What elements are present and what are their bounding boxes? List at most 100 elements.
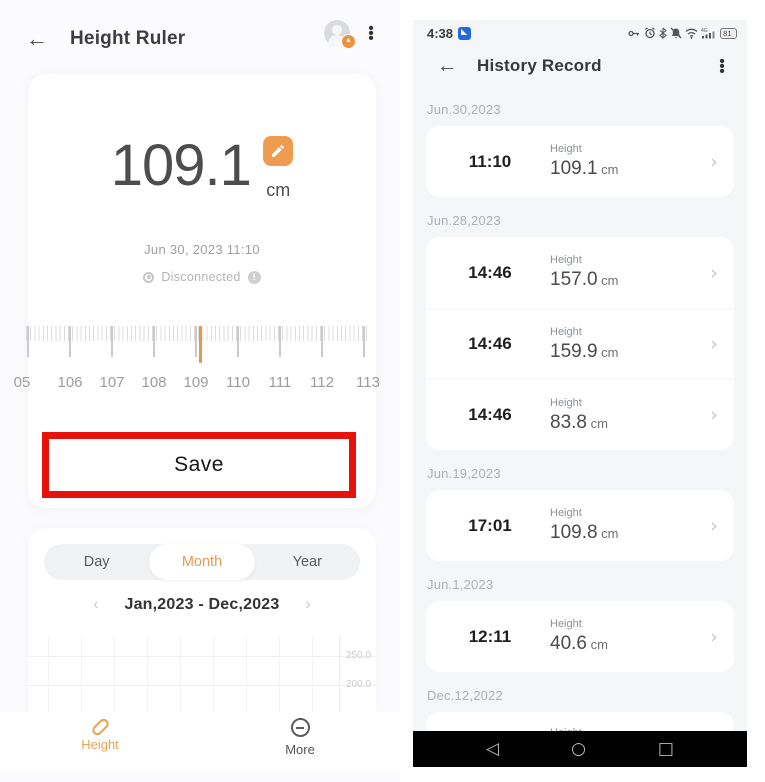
clock: 4:38 [427, 25, 454, 41]
history-record-screen: 4:38 4G 81 ← History Record ••• Jun.30,2… [413, 20, 747, 767]
edit-icon[interactable] [263, 136, 294, 166]
height-ruler-icon [89, 716, 111, 738]
chevron-right-icon: › [710, 625, 718, 648]
ruler-label: 108 [141, 374, 167, 391]
ruler-label: 109 [183, 374, 209, 391]
mute-icon [670, 27, 682, 39]
ruler-label: 111 [268, 374, 292, 391]
measurement-timestamp: Jun 30, 2023 11:10 [144, 242, 260, 257]
connection-dot-icon [143, 271, 155, 283]
svg-text:4G: 4G [701, 28, 708, 34]
chart-y-label: 200.0 [346, 679, 372, 690]
date-section-header: Jun.30,2023 [427, 102, 501, 117]
date-section-header: Jun.28,2023 [427, 213, 501, 228]
chevron-right-icon: › [710, 261, 718, 284]
left-app-header: ← Height Ruler ••• [0, 18, 400, 60]
ruler-label: 110 [226, 374, 250, 391]
avatar[interactable] [324, 20, 356, 49]
back-icon[interactable]: ← [26, 26, 48, 51]
record-row[interactable]: 14:46 Height 157.0 cm › [426, 237, 734, 308]
wifi-icon [685, 28, 698, 39]
nav-tab-more[interactable]: More [200, 712, 400, 772]
notification-app-icon [458, 26, 472, 40]
record-value: 83.8 cm [550, 411, 608, 433]
ruler-label: 107 [99, 374, 125, 391]
save-highlight-annotation: Save [42, 432, 356, 498]
tab-month[interactable]: Month [149, 544, 255, 580]
date-section-header: Jun.1,2023 [427, 577, 494, 592]
nav-recents-icon[interactable]: □ [657, 738, 674, 759]
more-icon [290, 718, 310, 737]
record-row[interactable]: 17:01 Height 109.8 cm › [426, 490, 734, 561]
record-time: 14:46 [468, 405, 512, 424]
record-row[interactable]: 14:46 Height 159.9 cm › [426, 308, 734, 379]
menu-kebab-icon[interactable]: • • • [719, 52, 725, 80]
chart-y-label: 250.0 [346, 650, 372, 661]
gridline [28, 685, 376, 686]
ruler-label: 05 [13, 374, 31, 391]
chevron-right-icon: › [710, 404, 718, 426]
ruler-label: 112 [310, 374, 334, 391]
ruler-label: 113 [356, 374, 380, 391]
measurement-card: 109.1 cm Jun 30, 2023 11:10 Disconnected… [14, 74, 380, 508]
info-icon[interactable]: ! [247, 270, 261, 284]
height-value: 109.1 [110, 133, 252, 198]
ruler-tick [363, 326, 365, 357]
ruler-tick [69, 326, 71, 357]
record-metric-label: Height [550, 507, 582, 519]
tab-day[interactable]: Day [83, 554, 110, 570]
measurement-value-row: 109.1 cm [28, 132, 376, 201]
nav-home-icon[interactable]: ○ [571, 738, 586, 759]
ruler-tick [27, 326, 29, 357]
ruler-tick [111, 326, 113, 357]
record-row[interactable]: 11:10 Height 109.1 cm › [426, 126, 734, 197]
chevron-right-icon: › [710, 514, 718, 537]
record-metric-label: Height [550, 396, 582, 409]
chevron-right-icon: › [710, 333, 718, 355]
height-ruler-screen: ← Height Ruler ••• 109.1 cm Jun 30, 2023 [0, 0, 400, 782]
gridline [28, 656, 376, 657]
android-navigation-bar: ◁ ○ □ [413, 731, 747, 767]
record-time: 14:46 [468, 334, 512, 353]
chart-card: Day Month Year ‹ Jan,2023 - Dec,2023 › 2… [28, 528, 376, 712]
record-card: 17:01 Height 109.8 cm › [426, 490, 734, 561]
record-metric-label: Height [550, 325, 582, 338]
record-metric-label: Height [550, 143, 582, 155]
unit-label: cm [266, 180, 291, 200]
height-trend-chart [48, 636, 340, 712]
save-button[interactable]: Save [49, 439, 349, 491]
record-time: 11:10 [468, 151, 512, 171]
bluetooth-icon [659, 27, 668, 39]
ruler-tick [321, 326, 323, 357]
date-section-header: Jun.19,2023 [427, 466, 501, 481]
back-icon[interactable]: ← [437, 54, 457, 77]
record-metric-label: Height [550, 618, 582, 630]
record-row[interactable]: 14:46 Height 83.8 cm › [426, 379, 734, 450]
height-ruler-slider[interactable]: 05 106 107 108 109 110 111 112 113 [0, 326, 400, 404]
next-range-icon[interactable]: › [305, 596, 311, 613]
record-time: 14:46 [468, 262, 512, 282]
ruler-indicator[interactable] [199, 326, 202, 363]
record-time: 17:01 [468, 515, 512, 535]
date-section-header: Dec.12,2022 [427, 688, 503, 703]
record-row[interactable]: 12:11 Height 40.6 cm › [426, 601, 734, 672]
connection-status-row: Disconnected ! [28, 270, 376, 284]
nav-label: Height [81, 737, 119, 752]
ruler-minor-ticks [26, 326, 370, 341]
avatar-notification-badge [341, 34, 356, 49]
menu-kebab-icon[interactable]: • • • [368, 19, 374, 47]
ruler-tick [279, 326, 281, 357]
prev-range-icon[interactable]: ‹ [93, 596, 99, 613]
nav-tab-height[interactable]: Height [0, 712, 200, 772]
ruler-label: 106 [57, 374, 83, 391]
ruler-tick [237, 326, 239, 357]
signal-icon: 4G [701, 28, 715, 39]
record-value: 109.8 cm [550, 522, 619, 543]
record-card: 11:10 Height 109.1 cm › [426, 126, 734, 197]
ruler-tick [195, 326, 197, 357]
tab-year[interactable]: Year [292, 554, 322, 570]
nav-back-icon[interactable]: ◁ [486, 738, 500, 759]
page-title: History Record [477, 56, 602, 75]
battery-icon: 81 [720, 27, 737, 39]
